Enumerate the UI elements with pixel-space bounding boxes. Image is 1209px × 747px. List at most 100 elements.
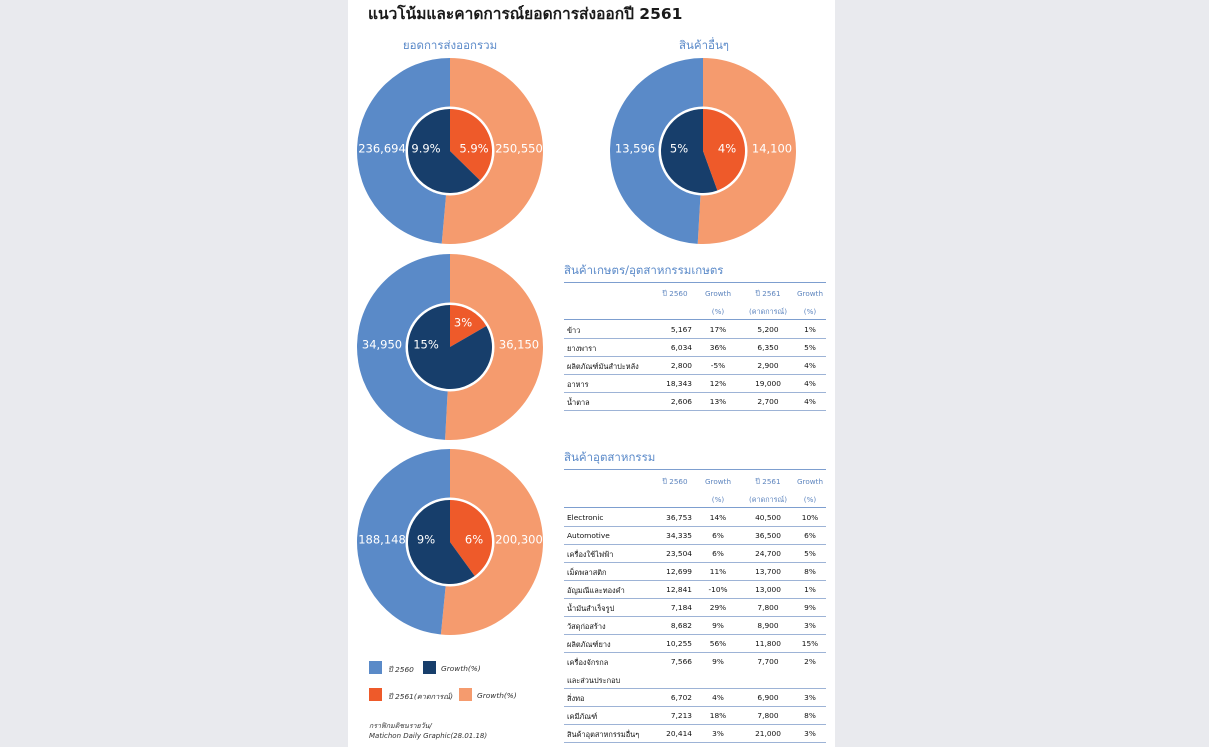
- inner-slice-growth-2560: [408, 305, 492, 389]
- donut-chart-other-goods: 13,596 14,100 4% 5%: [610, 58, 796, 244]
- outer-slice-2560: [357, 449, 450, 635]
- cell-value: 14%: [709, 513, 727, 522]
- cell-value: 13,000: [755, 585, 781, 594]
- cell-value: -10%: [708, 585, 728, 594]
- chart-title-other-goods: สินค้าอื่นๆ: [679, 38, 729, 52]
- legend-label-growth-2561: Growth(%): [477, 691, 517, 700]
- donut-chart-industrial-goods: 188,148 200,300 6% 9%: [357, 449, 543, 635]
- growth-label-2560: 9.9%: [411, 142, 440, 156]
- table-subheader-4: (%): [803, 307, 817, 316]
- growth-label-2561: 4%: [718, 142, 736, 156]
- table-header-2: Growth: [704, 289, 732, 298]
- row-label: เครื่องใช้ไฟฟ้า: [567, 550, 614, 559]
- cell-value: 6%: [804, 531, 816, 540]
- growth-label-2561: 3%: [454, 316, 472, 330]
- cell-value: 56%: [709, 639, 727, 648]
- outer-slice-2560: [357, 254, 450, 440]
- cell-value: 11%: [709, 567, 727, 576]
- table-subheader-4: (%): [803, 495, 817, 504]
- table-row: Automotive 34,335 6% 36,500 6%: [564, 526, 826, 545]
- cell-value: 4%: [804, 397, 816, 406]
- growth-label-2561: 5.9%: [459, 142, 488, 156]
- cell-value: 1%: [804, 585, 816, 594]
- legend-label-growth-2560: Growth(%): [441, 664, 481, 673]
- table-row: และส่วนประกอบ: [564, 670, 826, 689]
- cell-value: 2,606: [670, 397, 692, 406]
- cell-value: 36,500: [755, 531, 781, 540]
- table-header-3: ปี 2561: [755, 289, 781, 298]
- inner-slice-growth-2560: [661, 109, 718, 193]
- inner-slice-growth-2560: [408, 109, 480, 194]
- growth-label-2561: 6%: [465, 533, 483, 547]
- table-header-2: Growth: [704, 477, 732, 486]
- value-label-2561: 36,150: [499, 338, 539, 352]
- inner-slice-growth-2560: [408, 500, 475, 584]
- cell-value: 5,200: [757, 325, 779, 334]
- cell-value: 9%: [712, 657, 724, 666]
- cell-value: 9%: [712, 621, 724, 630]
- inner-slice-growth-2561: [450, 305, 487, 347]
- cell-value: 21,000: [755, 729, 781, 738]
- table-header-1: ปี 2560: [662, 477, 688, 486]
- cell-value: 9%: [804, 603, 816, 612]
- cell-value: -5%: [710, 361, 726, 370]
- table-subheader-3: (คาดการณ์): [748, 495, 788, 504]
- value-label-2560: 188,148: [358, 533, 406, 547]
- cell-value: 7,213: [670, 711, 692, 720]
- cell-value: 8%: [804, 711, 816, 720]
- value-label-2561: 14,100: [752, 142, 792, 156]
- value-label-2561: 250,550: [495, 142, 543, 156]
- cell-value: 3%: [804, 621, 816, 630]
- row-label: อัญมณีและทองคำ: [567, 586, 625, 595]
- table-header-rule: [564, 507, 826, 508]
- infographic-poster: แนวโน้มและคาดการณ์ยอดการส่งออกปี 2561 ยอ…: [348, 0, 835, 747]
- row-label: ผลิตภัณฑ์มันสำปะหลัง: [567, 362, 639, 371]
- row-label: ข้าว: [567, 326, 581, 335]
- table-row: น้ำตาล 2,606 13% 2,700 4%: [564, 392, 826, 411]
- table-subheader-2: (%): [711, 307, 725, 316]
- table-row: Electronic 36,753 14% 40,500 10%: [564, 508, 826, 527]
- cell-value: 3%: [804, 693, 816, 702]
- inner-slice-growth-2561: [703, 109, 745, 191]
- growth-label-2560: 5%: [670, 142, 688, 156]
- cell-value: 6,350: [757, 343, 779, 352]
- cell-value: 1%: [804, 325, 816, 334]
- donut-chart-agri-goods: 34,950 36,150 3% 15%: [357, 254, 544, 440]
- cell-value: 3%: [712, 729, 724, 738]
- credit-line-1: กราฟิกมติชนรายวัน/: [369, 722, 432, 730]
- cell-value: 17%: [709, 325, 727, 334]
- chart-title-total-export: ยอดการส่งออกรวม: [402, 38, 498, 52]
- cell-value: 2%: [804, 657, 816, 666]
- cell-value: 6%: [712, 549, 724, 558]
- growth-label-2560: 15%: [413, 338, 439, 352]
- table-header-rule: [564, 319, 826, 320]
- cell-value: 12,841: [666, 585, 692, 594]
- table-header-1: ปี 2560: [662, 289, 688, 298]
- row-label: สินค้าอุตสาหกรรมอื่นๆ: [567, 730, 640, 739]
- legend-swatch-growth-2560: [423, 661, 436, 674]
- cell-value: 13,700: [755, 567, 781, 576]
- table-row: ข้าว 5,167 17% 5,200 1%: [564, 320, 826, 339]
- value-label-2560: 13,596: [615, 142, 655, 156]
- row-label: เครื่องจักรกล: [567, 658, 609, 667]
- row-label: วัสดุก่อสร้าง: [567, 622, 606, 631]
- cell-value: 7,800: [757, 711, 779, 720]
- cell-value: 10%: [801, 513, 819, 522]
- cell-value: 12,699: [666, 567, 692, 576]
- cell-value: 15%: [801, 639, 819, 648]
- table-header-4: Growth: [796, 477, 824, 486]
- inner-slice-growth-2561: [450, 500, 493, 576]
- row-label: สิ่งทอ: [567, 694, 585, 703]
- table-row: เม็ดพลาสติก 12,699 11% 13,700 8%: [564, 562, 826, 581]
- cell-value: 2,900: [757, 361, 779, 370]
- page-title: แนวโน้มและคาดการณ์ยอดการส่งออกปี 2561: [368, 5, 683, 23]
- inner-slice-growth-2561: [450, 109, 492, 181]
- legend-label-2560: ปี 2560: [388, 665, 414, 674]
- table-row: สิ่งทอ 6,702 4% 6,900 3%: [564, 688, 826, 707]
- row-label: เคมีภัณฑ์: [567, 712, 598, 721]
- row-label: ยางพารา: [567, 344, 597, 353]
- value-label-2561: 200,300: [495, 533, 543, 547]
- cell-value: 5,167: [670, 325, 692, 334]
- row-label: และส่วนประกอบ: [567, 676, 621, 685]
- industry-table-title: สินค้าอุตสาหกรรม: [564, 450, 656, 464]
